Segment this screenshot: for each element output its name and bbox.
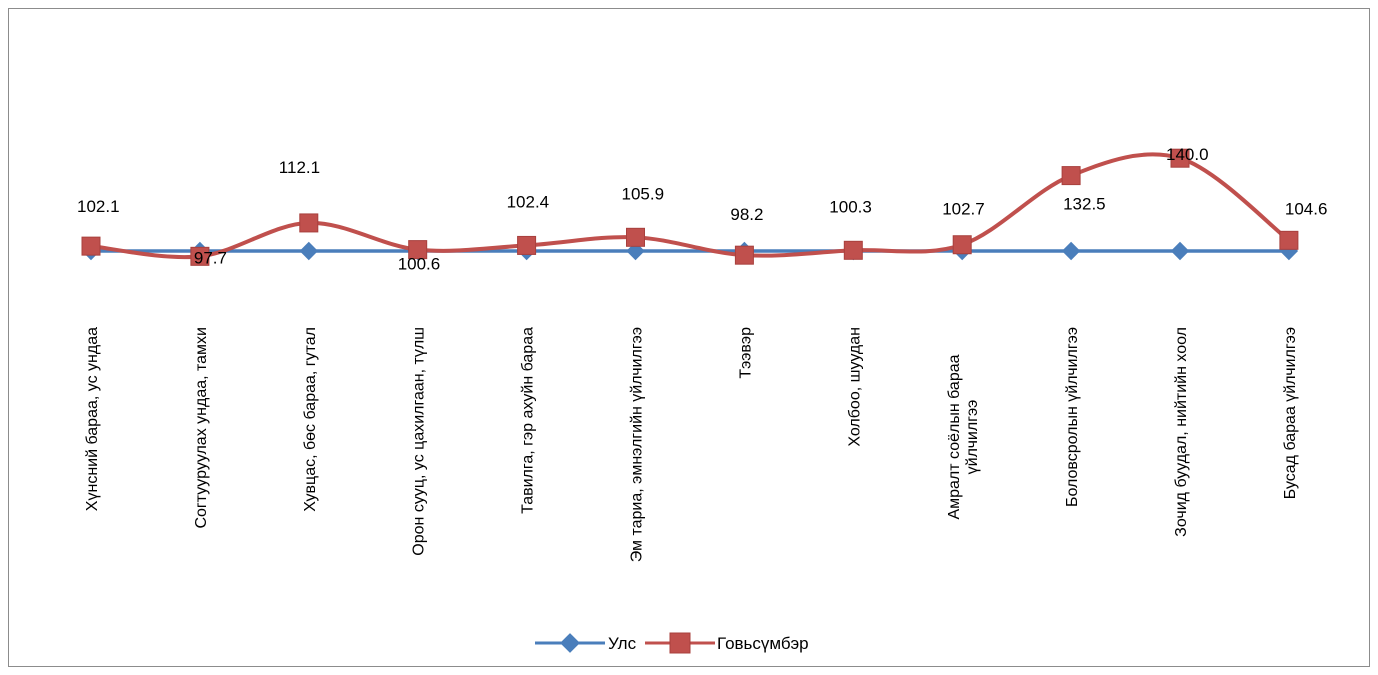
category-label-0: Хүнсний бараа, ус ундаа bbox=[84, 327, 101, 511]
series-govisumber bbox=[81, 148, 1299, 266]
data-label-govisumber-11: 104.6 bbox=[1285, 199, 1328, 218]
data-label-govisumber-7: 100.3 bbox=[829, 197, 872, 216]
point-govisumber-4 bbox=[517, 235, 537, 255]
category-label-8: Амралт соёлын барааүйлчилгээ bbox=[946, 354, 981, 519]
category-label-9: Боловсролын үйлчилгээ bbox=[1064, 327, 1081, 507]
category-label-11: Бусад бараа үйлчилгээ bbox=[1282, 327, 1299, 499]
point-govisumber-9 bbox=[1061, 166, 1081, 186]
data-label-govisumber-1: 97.7 bbox=[194, 248, 227, 267]
point-govisumber-1 bbox=[190, 246, 210, 266]
point-govisumber-10 bbox=[1170, 148, 1190, 168]
point-govisumber-7 bbox=[843, 240, 863, 260]
point-ulus-9 bbox=[1061, 241, 1081, 261]
legend-marker-ulus bbox=[560, 633, 580, 653]
point-govisumber-6 bbox=[734, 245, 754, 265]
data-label-govisumber-9: 132.5 bbox=[1063, 195, 1106, 214]
point-govisumber-2 bbox=[299, 213, 319, 233]
point-govisumber-3 bbox=[408, 240, 428, 260]
data-labels: 102.1 97.7 112.1 100.6 102.4 105.9 98.2 100.3 10… bbox=[77, 145, 1327, 273]
legend: Улс Говьсүмбэр bbox=[535, 632, 809, 654]
category-label-2: Хувцас, бөс бараа, гутал bbox=[302, 327, 319, 512]
category-label-3: Орон сууц, ус цахилгаан, түлш bbox=[411, 327, 428, 556]
category-label-4: Тавилга, гэр ахуйн бараа bbox=[520, 327, 537, 514]
data-label-govisumber-5: 105.9 bbox=[622, 184, 665, 203]
point-ulus-10 bbox=[1170, 241, 1190, 261]
point-govisumber-8 bbox=[952, 235, 972, 255]
category-label-7: Холбоо, шуудан bbox=[846, 327, 863, 447]
legend-label-govisumber: Говьсүмбэр bbox=[717, 634, 809, 653]
data-label-govisumber-10: 140.0 bbox=[1166, 145, 1209, 164]
data-label-govisumber-3: 100.6 bbox=[398, 255, 441, 274]
line-chart: Хүнсний бараа, ус ундаа Согтууруулах унда… bbox=[77, 145, 1327, 654]
legend-marker-govisumber bbox=[669, 632, 691, 654]
category-label-10: Зочид буудал, нийтийн хоол bbox=[1173, 327, 1190, 537]
data-label-govisumber-4: 102.4 bbox=[507, 192, 550, 211]
point-govisumber-11 bbox=[1279, 230, 1299, 250]
category-labels: Хүнсний бараа, ус ундаа Согтууруулах унда… bbox=[84, 327, 1299, 562]
category-label-5: Эм тариа, эмнэлгийн үйлчилгээ bbox=[629, 327, 646, 562]
legend-label-ulus: Улс bbox=[608, 634, 637, 653]
point-govisumber-5 bbox=[626, 227, 645, 247]
chart-frame: Хүнсний бараа, ус ундаа Согтууруулах унда… bbox=[8, 8, 1370, 667]
data-label-govisumber-6: 98.2 bbox=[730, 205, 763, 224]
series-line-govisumber bbox=[90, 152, 1291, 260]
data-label-govisumber-8: 102.7 bbox=[942, 200, 985, 219]
category-label-6: Тээвэр bbox=[737, 327, 754, 379]
category-label-1: Согтууруулах ундаа, тамхи bbox=[193, 327, 210, 529]
data-label-govisumber-0: 102.1 bbox=[77, 197, 120, 216]
data-label-govisumber-2: 112.1 bbox=[279, 158, 320, 177]
point-govisumber-0 bbox=[81, 236, 101, 256]
point-ulus-2 bbox=[299, 241, 318, 261]
